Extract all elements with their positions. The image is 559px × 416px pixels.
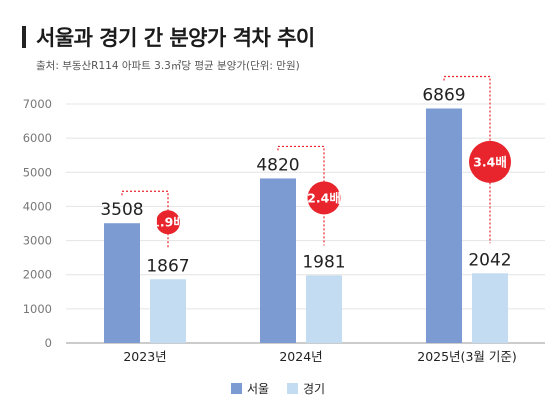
y-tick-label: 7000 <box>23 97 52 111</box>
y-tick-label: 6000 <box>23 131 52 145</box>
legend-label: 경기 <box>303 382 325 396</box>
legend-swatch <box>287 383 298 394</box>
data-label: 1981 <box>302 252 345 272</box>
y-tick-label: 2000 <box>23 268 52 282</box>
y-tick-label: 5000 <box>23 165 52 179</box>
x-category-label: 2024년 <box>279 349 322 364</box>
data-label: 6869 <box>422 85 465 105</box>
data-label: 4820 <box>256 155 299 175</box>
ratio-badge <box>307 181 341 215</box>
ratio-label: 3.4배 <box>473 154 507 169</box>
chart-source: 출처: 부동산R114 아파트 3.3㎡당 평균 분양가(단위: 만원) <box>36 60 300 72</box>
bar-gyeonggi <box>306 275 342 343</box>
x-category-label: 2023년 <box>123 349 166 364</box>
bar-seoul <box>426 108 462 343</box>
y-tick-label: 0 <box>45 336 52 350</box>
legend-label: 서울 <box>247 382 269 396</box>
x-category-label: 2025년(3월 기준) <box>417 349 517 364</box>
ratio-label: 2.4배 <box>307 190 341 205</box>
data-label: 3508 <box>100 200 143 220</box>
bar-gyeonggi <box>150 279 186 343</box>
bar-seoul <box>260 178 296 343</box>
ratio-badge <box>469 140 511 183</box>
y-tick-label: 3000 <box>23 234 52 248</box>
title-accent-bar <box>22 26 26 48</box>
ratio-label: 1.9배 <box>151 215 185 230</box>
data-label: 2042 <box>468 250 511 270</box>
bar-seoul <box>104 223 140 343</box>
chart-title: 서울과 경기 간 분양가 격차 추이 <box>36 26 315 50</box>
ratio-connector <box>121 190 169 250</box>
ratio-badge <box>156 210 180 235</box>
data-label: 1867 <box>146 256 189 276</box>
y-tick-label: 4000 <box>23 199 52 213</box>
bar-gyeonggi <box>472 273 508 343</box>
legend-swatch <box>231 383 242 394</box>
y-tick-label: 1000 <box>23 302 52 316</box>
